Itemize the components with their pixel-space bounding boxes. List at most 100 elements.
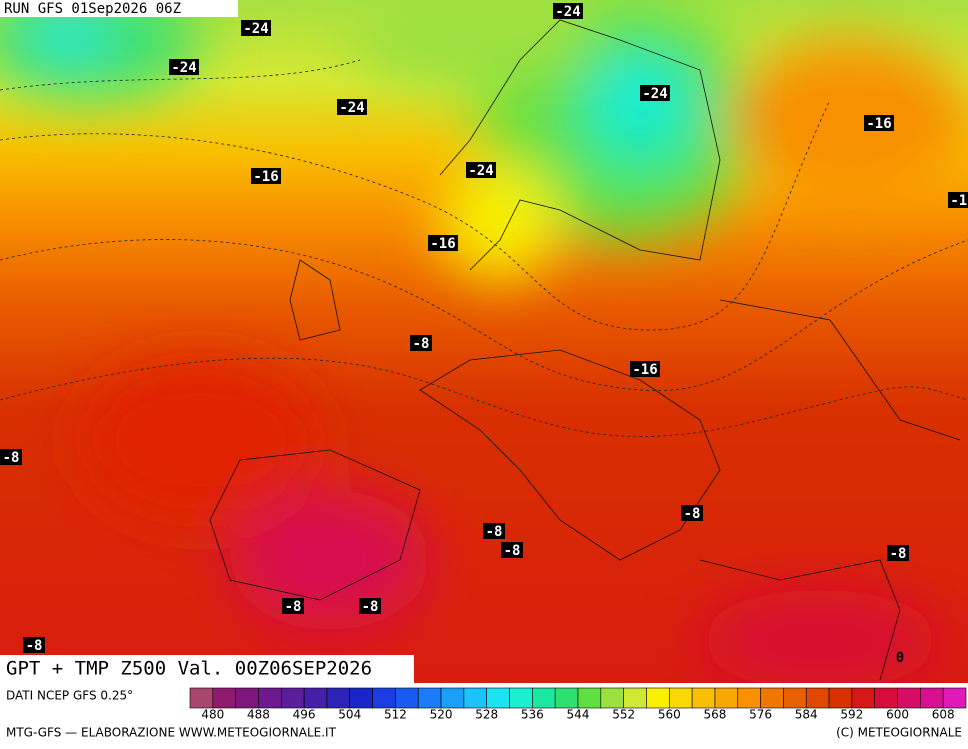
contour-label-box <box>948 192 968 208</box>
contour-label: -16 <box>950 193 968 209</box>
colorbar-swatch <box>851 687 876 709</box>
contour-label: -8 <box>486 524 503 540</box>
colorbar-label: 544 <box>567 708 590 722</box>
contour-label-box <box>483 523 505 539</box>
colorbar-swatch <box>874 687 898 709</box>
contour-label-box <box>0 449 22 465</box>
contour-label: -8 <box>504 543 521 559</box>
colorbar-swatch <box>417 687 442 709</box>
contour-label-box <box>282 598 304 614</box>
colorbar-label: 560 <box>658 708 681 722</box>
contour-label: -8 <box>3 450 20 466</box>
colorbar-swatch <box>714 687 739 709</box>
colorbar-swatch <box>805 687 830 709</box>
contour-label: -16 <box>430 236 455 252</box>
contour-label: -8 <box>362 599 379 615</box>
contour-label-box <box>241 20 271 36</box>
contour-label: -24 <box>468 163 493 179</box>
colorbar-label: 608 <box>932 708 955 722</box>
colorbar-label: 480 <box>201 708 224 722</box>
contour-label-box <box>359 598 381 614</box>
colorbar-swatch <box>554 687 579 709</box>
colorbar-swatch <box>577 687 602 709</box>
contour-label: -16 <box>866 116 891 132</box>
colorbar-label: 504 <box>338 708 361 722</box>
contour-label-box <box>169 59 199 75</box>
colorbar-swatch <box>326 687 351 709</box>
colorbar-swatch <box>189 687 214 709</box>
footer-left: MTG-GFS — ELABORAZIONE WWW.METEOGIORNALE… <box>6 726 337 740</box>
colorbar-swatch <box>463 687 488 709</box>
contour-label: -24 <box>339 100 364 116</box>
colorbar-source: DATI NCEP GFS 0.25° <box>6 689 133 703</box>
contour-label-box <box>640 85 670 101</box>
colorbar-label: 488 <box>247 708 270 722</box>
contour-label: -16 <box>632 362 657 378</box>
title-box <box>0 655 414 683</box>
colorbar-label: 568 <box>703 708 726 722</box>
contour-label-box <box>410 335 432 351</box>
colorbar-swatch <box>212 687 236 709</box>
colorbar-label: 576 <box>749 708 772 722</box>
colorbar-label: 512 <box>384 708 407 722</box>
colorbar-swatch <box>280 687 305 709</box>
colorbar-swatch <box>509 687 533 709</box>
colorbar-swatch <box>897 687 921 709</box>
map <box>0 0 968 683</box>
contour-label: 0 <box>896 650 904 666</box>
colorbar-swatch <box>258 687 282 709</box>
colorbar-swatch <box>646 687 670 709</box>
contour-label-box <box>501 542 523 558</box>
colorbar-swatch <box>349 687 373 709</box>
colorbar-label: 600 <box>886 708 909 722</box>
colorbar-label: 592 <box>840 708 863 722</box>
colorbar-swatch <box>783 687 807 709</box>
colorbar-label: 520 <box>430 708 453 722</box>
colorbar-label: 496 <box>293 708 316 722</box>
colorbar-swatch <box>737 687 761 709</box>
contour-label-box <box>864 115 894 131</box>
contour-label: -8 <box>413 336 430 352</box>
run-label: RUN GFS 01Sep2026 06Z <box>4 1 181 17</box>
contour-label-box <box>23 637 45 653</box>
contour-label-box <box>251 168 281 184</box>
colorbar-swatch <box>623 687 647 709</box>
contour-label: -24 <box>555 4 580 20</box>
footer-right: (C) METEOGIORNALE <box>836 726 962 740</box>
contour-label: -8 <box>26 638 43 654</box>
colorbar-swatch <box>395 687 419 709</box>
colorbar-label: 536 <box>521 708 544 722</box>
colorbar-swatch <box>486 687 510 709</box>
colorbar-swatch <box>668 687 693 709</box>
contour-label-box <box>887 545 909 561</box>
contour-label: -24 <box>642 86 667 102</box>
colorbar-swatch <box>235 687 259 709</box>
colorbar-swatch <box>532 687 556 709</box>
contour-label: -8 <box>285 599 302 615</box>
contour-label: -24 <box>243 21 268 37</box>
contour-label-box <box>630 361 660 377</box>
contour-label-box <box>337 99 367 115</box>
contour-label: -16 <box>253 169 278 185</box>
contour-label: -8 <box>684 506 701 522</box>
contour-label-box <box>428 235 458 251</box>
colorbar-swatch <box>691 687 716 709</box>
colorbar-swatch <box>760 687 784 709</box>
colorbar-label: 584 <box>795 708 818 722</box>
colorbar-swatch <box>600 687 624 709</box>
colorbar-label: 552 <box>612 708 635 722</box>
colorbar-swatch <box>372 687 396 709</box>
colorbar-label: 528 <box>475 708 498 722</box>
colorbar-swatch <box>440 687 465 709</box>
contour-label-box <box>466 162 496 178</box>
contour-label: -8 <box>890 546 907 562</box>
colorbar-swatch <box>942 687 967 709</box>
contour-label-box <box>553 3 583 19</box>
run-label-box <box>0 0 238 17</box>
contour-label: -24 <box>171 60 196 76</box>
colorbar-swatch <box>303 687 328 709</box>
colorbar-swatch <box>828 687 853 709</box>
title: GPT + TMP Z500 Val. 00Z06SEP2026 <box>6 658 372 680</box>
colorbar-swatch <box>920 687 944 709</box>
